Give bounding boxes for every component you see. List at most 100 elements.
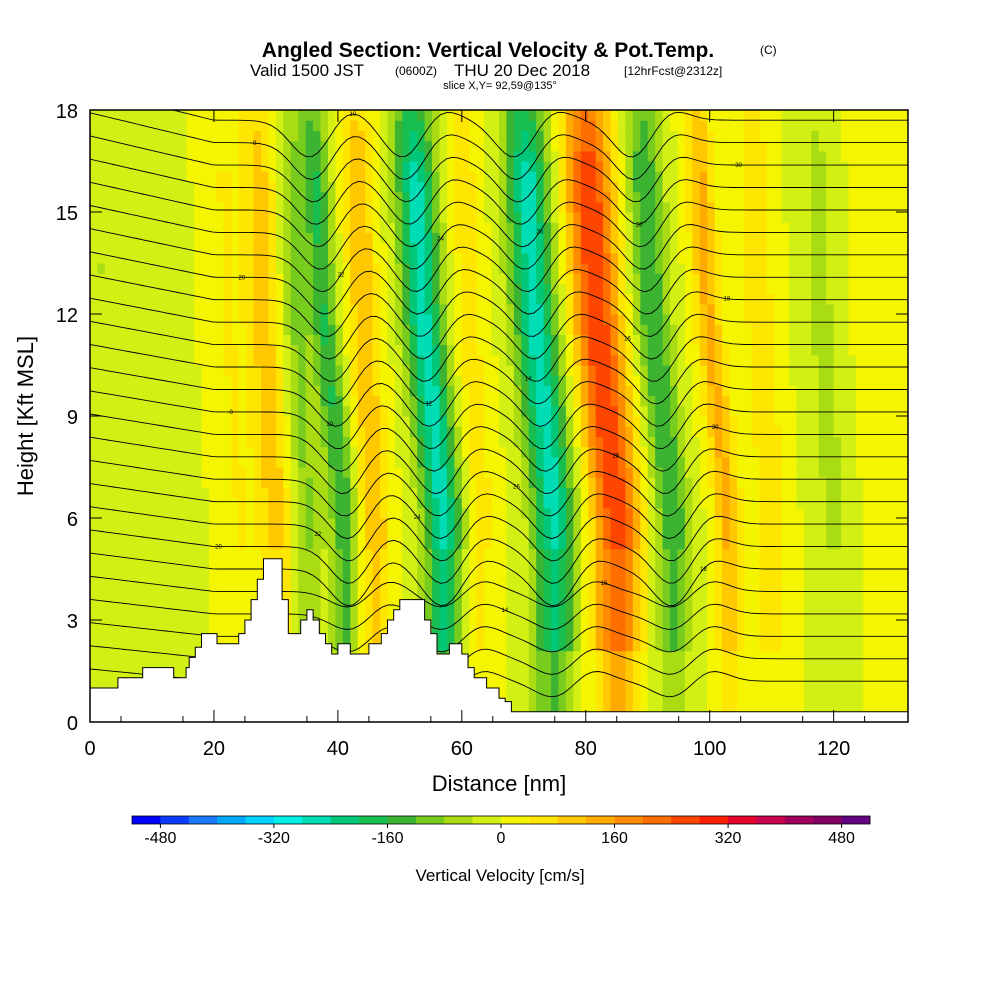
velocity-cell	[290, 579, 299, 590]
velocity-cell	[595, 303, 604, 315]
velocity-cell	[580, 518, 589, 529]
velocity-cell	[588, 609, 597, 621]
velocity-cell	[900, 660, 908, 672]
velocity-cell	[677, 650, 686, 662]
velocity-cell	[394, 569, 403, 580]
velocity-cell	[484, 456, 493, 468]
velocity-cell	[476, 273, 485, 284]
velocity-cell	[536, 436, 545, 448]
velocity-cell	[744, 671, 753, 682]
velocity-cell	[305, 538, 314, 550]
velocity-cell	[156, 334, 165, 346]
velocity-cell	[677, 569, 686, 580]
velocity-cell	[119, 324, 128, 335]
velocity-cell	[536, 354, 545, 366]
velocity-cell	[803, 385, 812, 397]
velocity-cell	[699, 650, 708, 662]
velocity-cell	[127, 640, 136, 652]
velocity-cell	[811, 620, 820, 631]
velocity-cell	[409, 579, 418, 590]
velocity-cell	[246, 354, 255, 366]
velocity-cell	[186, 620, 195, 631]
velocity-cell	[640, 324, 649, 335]
velocity-cell	[313, 507, 322, 519]
velocity-cell	[298, 273, 307, 284]
velocity-cell	[127, 436, 136, 448]
velocity-cell	[595, 569, 604, 580]
velocity-cell	[736, 385, 745, 397]
velocity-cell	[320, 314, 329, 325]
velocity-cell	[90, 354, 99, 366]
velocity-cell	[699, 487, 708, 499]
velocity-cell	[885, 436, 894, 448]
velocity-cell	[327, 436, 336, 448]
velocity-cell	[521, 589, 530, 601]
velocity-cell	[104, 609, 113, 621]
velocity-cell	[513, 620, 522, 631]
velocity-cell	[298, 436, 307, 448]
velocity-cell	[424, 507, 433, 519]
velocity-cell	[803, 701, 812, 713]
velocity-cell	[491, 385, 500, 397]
velocity-cell	[536, 334, 545, 346]
velocity-cell	[751, 477, 760, 488]
velocity-cell	[238, 487, 247, 499]
velocity-cell	[744, 273, 753, 284]
velocity-cell	[454, 518, 463, 529]
velocity-cell	[97, 436, 106, 448]
velocity-cell	[283, 293, 292, 305]
velocity-cell	[558, 324, 567, 335]
velocity-cell	[283, 589, 292, 601]
velocity-cell	[841, 497, 850, 509]
velocity-cell	[677, 334, 686, 346]
velocity-cell	[402, 507, 411, 519]
velocity-cell	[164, 273, 173, 284]
velocity-cell	[499, 385, 508, 397]
velocity-cell	[684, 344, 693, 356]
velocity-cell	[290, 507, 299, 519]
velocity-cell	[751, 660, 760, 672]
velocity-cell	[134, 630, 143, 641]
velocity-cell	[573, 334, 582, 346]
velocity-cell	[759, 548, 768, 560]
velocity-cell	[149, 375, 158, 386]
velocity-cell	[900, 579, 908, 590]
velocity-cell	[439, 579, 448, 590]
velocity-cell	[491, 650, 500, 662]
velocity-cell	[476, 569, 485, 580]
velocity-cell	[268, 467, 277, 478]
velocity-cell	[365, 293, 374, 305]
velocity-cell	[699, 558, 708, 570]
velocity-cell	[439, 487, 448, 499]
velocity-cell	[179, 365, 188, 376]
velocity-cell	[766, 365, 775, 376]
velocity-cell	[186, 375, 195, 386]
velocity-cell	[238, 426, 247, 437]
velocity-cell	[565, 630, 574, 641]
velocity-cell	[142, 497, 151, 509]
velocity-cell	[134, 497, 143, 509]
velocity-cell	[238, 344, 247, 356]
velocity-cell	[97, 426, 106, 437]
velocity-cell	[722, 273, 731, 284]
velocity-cell	[327, 518, 336, 529]
velocity-cell	[878, 579, 887, 590]
velocity-cell	[893, 263, 902, 274]
velocity-cell	[878, 344, 887, 356]
velocity-cell	[729, 385, 738, 397]
velocity-cell	[893, 569, 902, 580]
velocity-cell	[885, 599, 894, 611]
velocity-cell	[402, 497, 411, 509]
velocity-cell	[588, 681, 597, 692]
velocity-cell	[759, 293, 768, 305]
velocity-cell	[380, 252, 389, 264]
velocity-cell	[350, 334, 359, 346]
velocity-cell	[617, 538, 627, 550]
velocity-cell	[171, 263, 180, 274]
velocity-cell	[625, 538, 634, 550]
velocity-cell	[528, 405, 537, 417]
velocity-cell	[647, 426, 656, 437]
velocity-cell	[394, 263, 403, 274]
velocity-cell	[811, 487, 820, 499]
velocity-cell	[729, 436, 738, 448]
